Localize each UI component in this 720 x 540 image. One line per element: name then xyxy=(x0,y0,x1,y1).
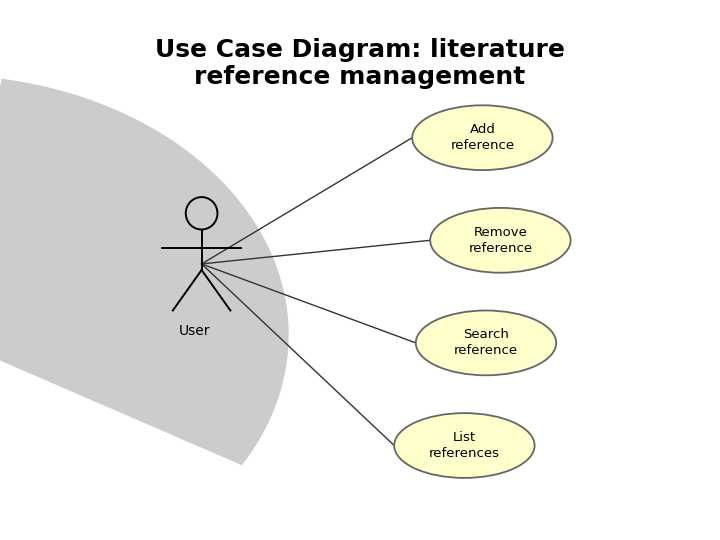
Text: Add
reference: Add reference xyxy=(450,123,515,152)
Text: Remove
reference: Remove reference xyxy=(468,226,533,255)
Ellipse shape xyxy=(413,105,553,170)
Text: User: User xyxy=(179,324,210,338)
Text: List
references: List references xyxy=(429,431,500,460)
Polygon shape xyxy=(0,79,288,464)
Text: Use Case Diagram: literature
reference management: Use Case Diagram: literature reference m… xyxy=(155,38,565,89)
Ellipse shape xyxy=(416,310,557,375)
Ellipse shape xyxy=(431,208,571,273)
Ellipse shape xyxy=(395,413,534,478)
Text: Search
reference: Search reference xyxy=(454,328,518,357)
